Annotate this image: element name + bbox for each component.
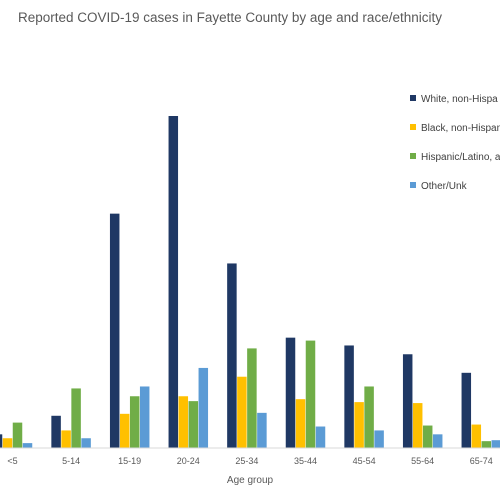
bar (305, 340, 316, 448)
bar (178, 396, 189, 448)
bar (168, 116, 179, 448)
bar (471, 424, 482, 448)
bar (374, 430, 384, 448)
bar (0, 434, 3, 448)
bar (61, 430, 71, 448)
bar (198, 367, 209, 448)
legend-label: Black, non-Hispan (421, 123, 500, 134)
bar (412, 403, 423, 448)
legend-label: White, non-Hispa (421, 94, 498, 105)
bar (188, 401, 199, 448)
bar (402, 354, 413, 448)
x-tick-label: 25-34 (235, 456, 258, 466)
bar (364, 386, 374, 448)
bar (227, 263, 237, 448)
bar (295, 399, 306, 448)
x-tick-label: 20-24 (177, 456, 200, 466)
legend-swatch (410, 95, 416, 101)
bar (481, 441, 492, 448)
bar (12, 422, 23, 448)
x-tick-label: <5 (7, 456, 17, 466)
legend-label: Other/Unk (421, 181, 468, 192)
bar (22, 443, 33, 448)
x-tick-label: 65-74 (470, 456, 493, 466)
bar (51, 415, 61, 448)
bar (139, 386, 150, 448)
bar-area (0, 116, 500, 448)
bar (247, 348, 257, 448)
bar (237, 376, 247, 448)
legend-swatch (410, 153, 416, 159)
bar (354, 402, 364, 448)
bar (315, 426, 326, 448)
legend-swatch (410, 124, 416, 130)
bar (432, 434, 443, 448)
bar (109, 213, 120, 448)
bar (81, 438, 91, 448)
bar (461, 372, 472, 448)
legend-label: Hispanic/Latino, a (421, 152, 500, 163)
legend: White, non-Hispa Black, non-Hispan Hispani… (410, 94, 500, 192)
bar (422, 425, 433, 448)
bar (285, 337, 296, 448)
bar (257, 412, 267, 448)
x-tick-label: 15-19 (118, 456, 141, 466)
x-axis-title: Age group (227, 475, 274, 486)
bar (129, 396, 140, 448)
bar (2, 438, 13, 448)
chart-title: Reported COVID-19 cases in Fayette Count… (18, 10, 442, 25)
x-tick-label: 45-54 (353, 456, 376, 466)
bar (71, 388, 81, 448)
x-tick-label: 55-64 (411, 456, 434, 466)
bar (119, 413, 130, 448)
bar (344, 345, 354, 448)
legend-swatch (410, 182, 416, 188)
x-tick-label: 5-14 (62, 456, 80, 466)
bar (491, 440, 500, 448)
x-tick-label: 35-44 (294, 456, 317, 466)
x-tick-labels: <5 5-14 15-19 20-24 25-34 35-44 45-54 55-64 65-7… (7, 456, 492, 466)
